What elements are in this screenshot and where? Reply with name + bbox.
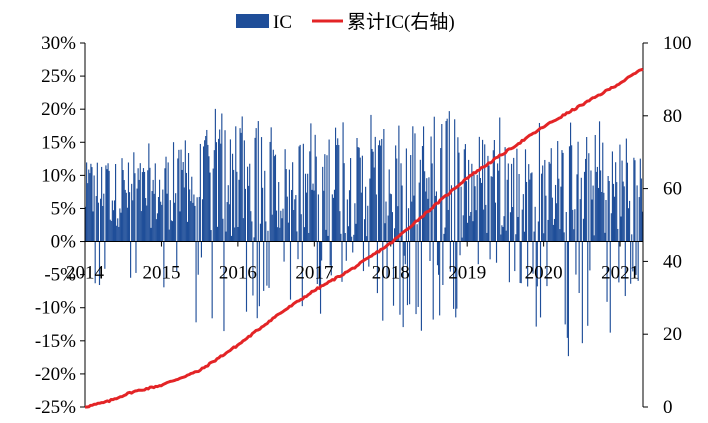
x-tick-label: 2021 bbox=[601, 263, 639, 284]
cumulative-ic-line bbox=[85, 67, 644, 409]
y-left-tick-label: -25% bbox=[35, 397, 76, 418]
y-right-tick-label: 100 bbox=[663, 33, 692, 54]
x-tick-label: 2019 bbox=[448, 263, 486, 284]
y-right-tick-label: 40 bbox=[663, 251, 682, 272]
y-right-tick-label: 0 bbox=[663, 397, 673, 418]
axes: 30% 25% 20% 15% 10% 5% 0% -5% -10% -15% -20% -25% 10… bbox=[35, 33, 692, 418]
y-left-tick-label: 10% bbox=[41, 165, 76, 186]
y-left-tick-label: 30% bbox=[41, 33, 76, 54]
y-left-tick-label: 5% bbox=[51, 198, 77, 219]
legend-label-cumulative-ic: 累计IC(右轴) bbox=[347, 11, 455, 33]
y-left-tick-label: 25% bbox=[41, 66, 76, 87]
y-right-tick-label: 60 bbox=[663, 179, 682, 200]
legend-swatch-ic bbox=[236, 14, 269, 28]
y-left-tick-label: -15% bbox=[35, 331, 76, 352]
legend: IC 累计IC(右轴) bbox=[236, 11, 455, 33]
x-tick-label: 2014 bbox=[66, 263, 105, 284]
y-right-tick-label: 20 bbox=[663, 324, 682, 345]
x-tick-label: 2016 bbox=[219, 263, 257, 284]
y-left-tick-label: 0% bbox=[51, 232, 77, 253]
y-left-tick-label: -10% bbox=[35, 298, 76, 319]
x-tick-label: 2020 bbox=[525, 263, 563, 284]
y-left-tick-label: 20% bbox=[41, 99, 76, 120]
legend-label-ic: IC bbox=[273, 12, 292, 33]
y-left-tick-label: -20% bbox=[35, 364, 76, 385]
y-left-tick-label: -5% bbox=[44, 265, 76, 286]
y-right-tick-label: 80 bbox=[663, 106, 682, 127]
ic-bars bbox=[84, 108, 644, 357]
x-tick-label: 2015 bbox=[142, 263, 180, 284]
x-tick-label: 2018 bbox=[372, 263, 410, 284]
x-tick-label: 2017 bbox=[295, 263, 333, 284]
y-left-tick-label: 15% bbox=[41, 132, 76, 153]
